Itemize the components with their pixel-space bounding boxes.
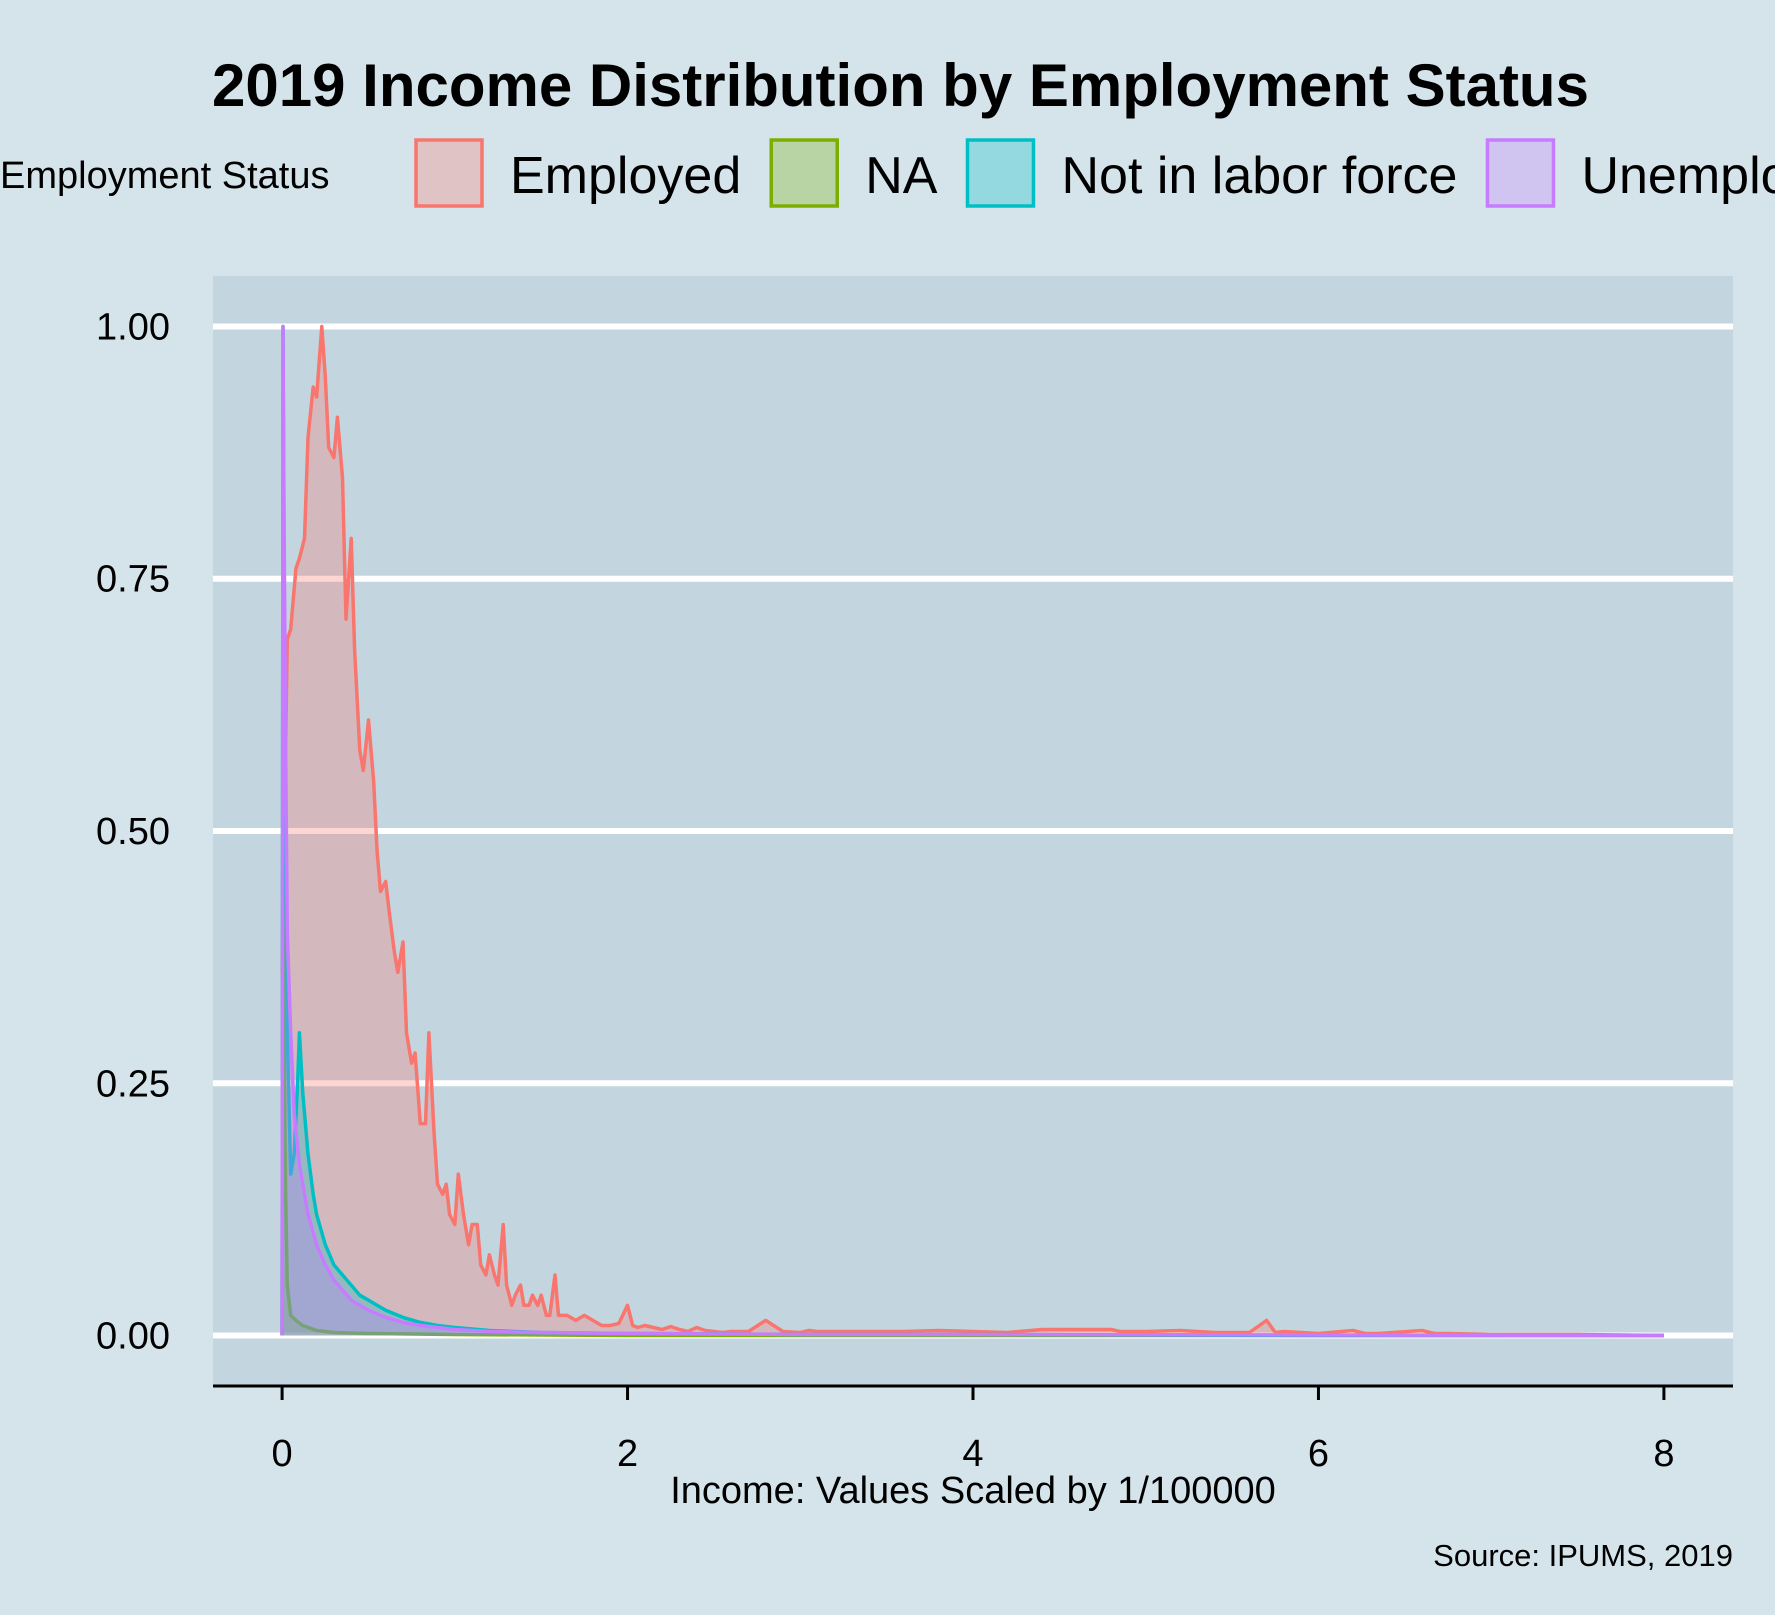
area-employed	[282, 326, 1664, 1336]
x-axis-ticks: 0 2 4 6 8	[272, 1386, 1674, 1475]
x-tick-label: 8	[1653, 1433, 1674, 1475]
y-tick-label: 1.00	[96, 306, 170, 348]
legend-label: Not in labor force	[1061, 147, 1457, 205]
x-tick-label: 6	[1308, 1433, 1329, 1475]
legend-item-na: NA	[769, 138, 938, 208]
legend-item-unemployed: Unemployed	[1485, 138, 1775, 208]
legend-label: Unemployed	[1581, 147, 1775, 205]
line-employed	[280, 324, 1664, 1338]
y-axis-ticks: 0.00 0.25 0.50 0.75 1.00	[96, 306, 170, 1357]
legend: Employed NA Not in labor force Unemployed	[414, 138, 1775, 208]
legend-key	[965, 138, 1036, 208]
legend-item-not-in-labor-force: Not in labor force	[965, 138, 1457, 208]
legend-label: NA	[865, 147, 938, 205]
y-tick-label: 0.00	[96, 1316, 170, 1358]
legend-title: Employment Status	[0, 155, 329, 197]
legend-item-employed: Employed	[414, 138, 741, 208]
y-tick-label: 0.75	[96, 559, 170, 601]
series-employed	[280, 324, 1664, 1338]
x-axis-title: Income: Values Scaled by 1/100000	[670, 1470, 1276, 1512]
legend-key	[1485, 138, 1556, 208]
source-caption: Source: IPUMS, 2019	[1433, 1538, 1733, 1573]
series-layer	[280, 324, 1664, 1338]
line-unemployed	[280, 324, 1664, 1338]
y-tick-label: 0.25	[96, 1063, 170, 1105]
legend-label: Employed	[510, 147, 741, 205]
legend-key	[414, 138, 484, 208]
x-tick-label: 4	[962, 1433, 983, 1475]
series-unemployed	[280, 324, 1664, 1338]
y-tick-label: 0.50	[96, 811, 170, 853]
x-tick-label: 2	[617, 1433, 638, 1475]
chart-title: 2019 Income Distribution by Employment S…	[212, 52, 1589, 119]
legend-key	[769, 138, 839, 208]
x-tick-label: 0	[272, 1433, 293, 1475]
